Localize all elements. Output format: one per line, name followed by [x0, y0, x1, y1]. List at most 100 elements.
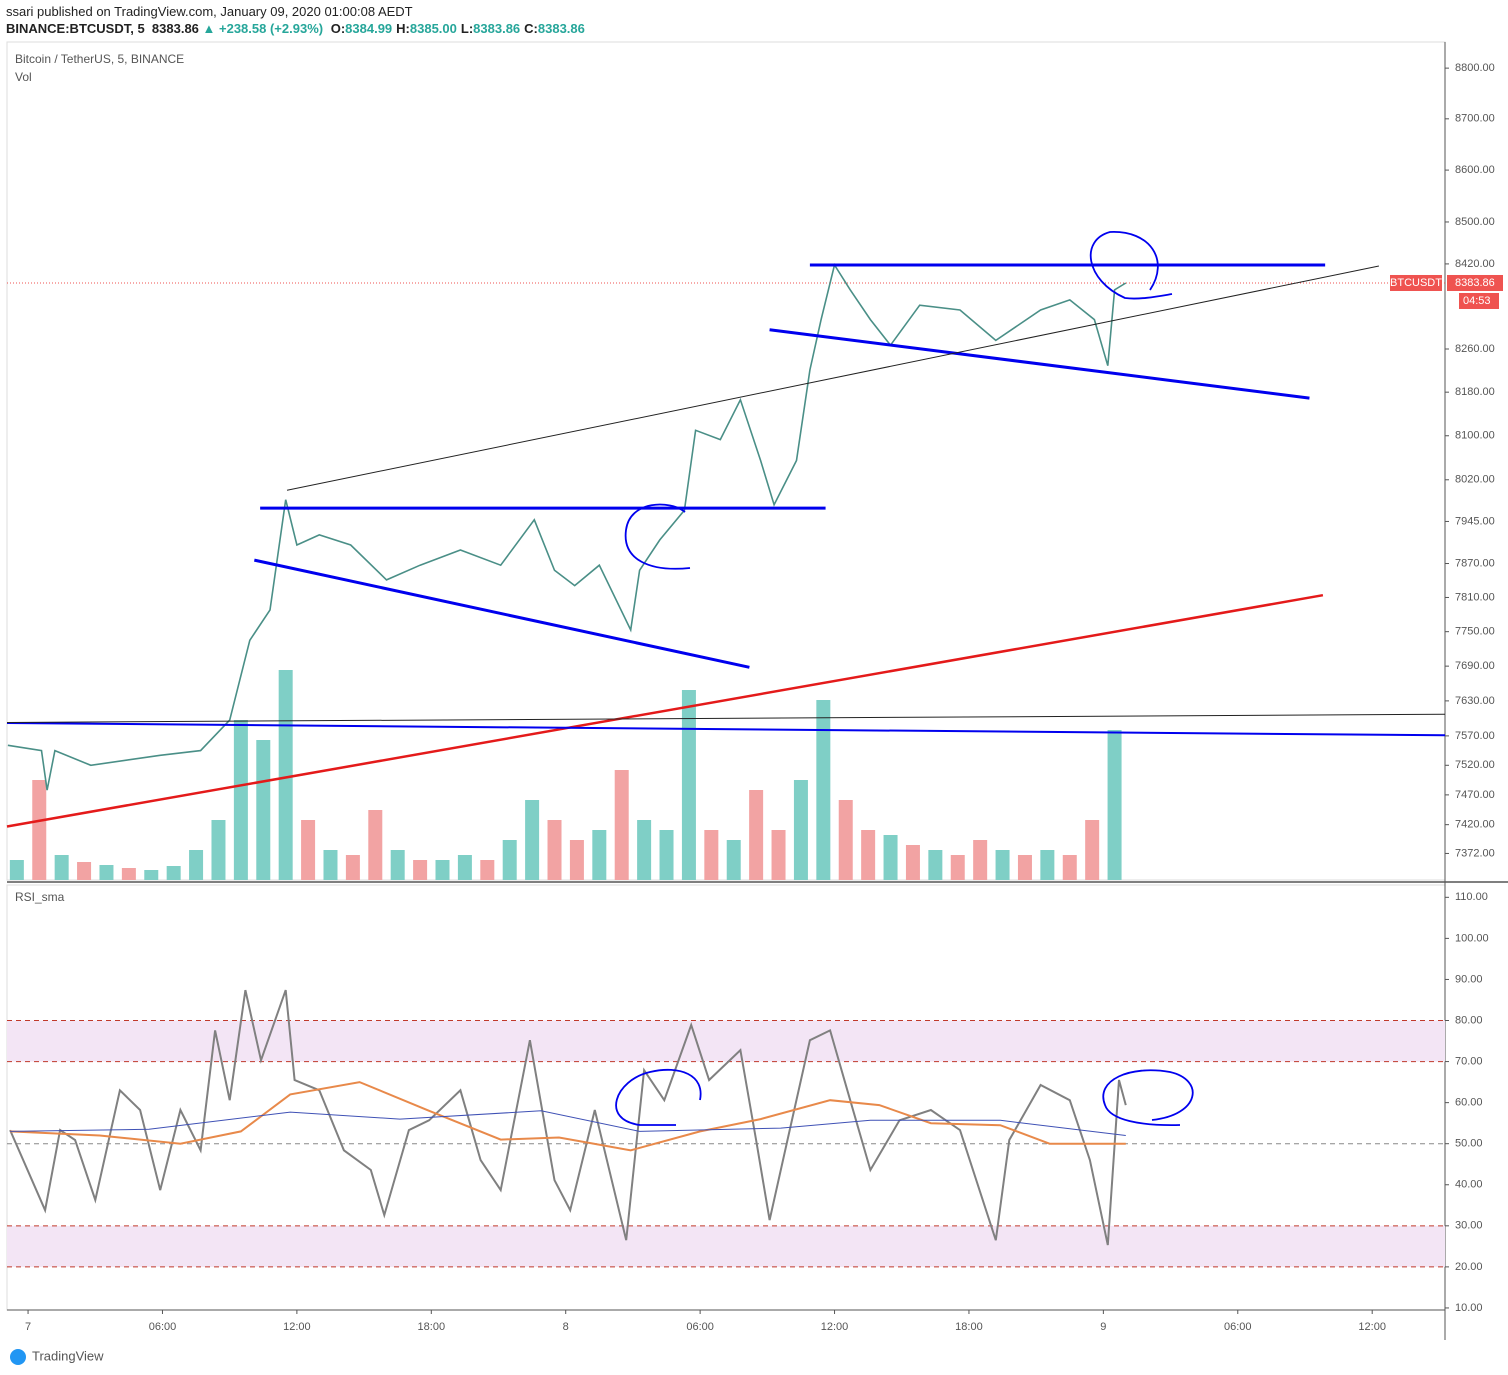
volume-bar: [547, 820, 562, 880]
ohlc-label: O:: [330, 21, 346, 36]
volume-bar: [681, 690, 696, 880]
trend-line: [6, 593, 1324, 828]
y-tick-label: 7570.00: [1455, 730, 1495, 742]
pane-title: Bitcoin / TetherUS, 5, BINANCE: [15, 52, 184, 66]
volume-bar: [950, 855, 965, 880]
volume-bar: [749, 790, 764, 880]
trend-line: [254, 558, 750, 669]
ohlc: O:8384.99 H:8385.00 L:8383.86 C:8383.86: [327, 21, 585, 36]
y-tick-label: 100.00: [1455, 932, 1489, 944]
y-tick-label: 50.00: [1455, 1138, 1483, 1150]
last-label: BTCUSDT: [1390, 277, 1442, 289]
x-tick-label: 12:00: [821, 1321, 849, 1333]
y-tick-label: 8020.00: [1455, 474, 1495, 486]
y-tick-label: 8100.00: [1455, 430, 1495, 442]
y-tick-label: 7470.00: [1455, 789, 1495, 801]
volume-bar: [1062, 855, 1077, 880]
volume-bar: [771, 830, 786, 880]
x-tick-label: 8: [563, 1321, 569, 1333]
volume-bar: [1040, 850, 1055, 880]
volume-bar: [614, 770, 629, 880]
volume-bar: [301, 820, 316, 880]
volume-bar: [502, 840, 517, 880]
symbol: BINANCE:BTCUSDT, 5: [6, 21, 145, 36]
y-tick-label: 90.00: [1455, 973, 1483, 985]
y-tick-label: 7870.00: [1455, 557, 1495, 569]
volume-bar: [569, 840, 584, 880]
volume-bar: [1017, 855, 1032, 880]
publisher-line: ssari published on TradingView.com, Janu…: [6, 4, 413, 19]
volume-bar: [32, 780, 47, 880]
volume-bar: [883, 835, 898, 880]
volume-bar: [166, 866, 181, 880]
ohlc-value: 8383.86: [537, 21, 585, 36]
ohlc-value: 8384.99: [345, 21, 393, 36]
x-tick-label: 06:00: [1224, 1321, 1252, 1333]
annotation-circle: [1089, 231, 1173, 300]
volume-bar: [928, 850, 943, 880]
price-pane: [6, 41, 1446, 881]
y-tick-label: 7750.00: [1455, 626, 1495, 638]
volume-bar: [726, 840, 741, 880]
volume-bar: [345, 855, 360, 880]
y-tick-label: 7420.00: [1455, 819, 1495, 831]
y-tick-label: 60.00: [1455, 1097, 1483, 1109]
volume-bar: [54, 855, 69, 880]
x-tick-label: 12:00: [1358, 1321, 1386, 1333]
y-tick-label: 20.00: [1455, 1261, 1483, 1273]
y-tick-label: 7690.00: [1455, 660, 1495, 672]
volume-bar: [368, 810, 383, 880]
y-tick-label: 7372.00: [1455, 847, 1495, 859]
x-tick-label: 18:00: [418, 1321, 446, 1333]
annotation-circle: [624, 503, 691, 570]
y-tick-label: 80.00: [1455, 1014, 1483, 1026]
countdown: 04:53: [1463, 295, 1491, 307]
y-tick-label: 40.00: [1455, 1179, 1483, 1191]
ohlc-value: 8385.00: [409, 21, 457, 36]
trend-line: [769, 328, 1310, 400]
volume-bar: [1107, 730, 1122, 880]
x-tick-label: 9: [1100, 1321, 1106, 1333]
volume-bar: [278, 670, 293, 880]
volume-bar: [390, 850, 405, 880]
price-line: [7, 262, 1127, 791]
y-tick-label: 7630.00: [1455, 695, 1495, 707]
y-tick-label: 10.00: [1455, 1302, 1483, 1314]
rsi-band: [7, 1020, 1445, 1062]
volume-bar: [211, 820, 226, 880]
ohlc-label: H:: [396, 21, 410, 36]
brand: TradingView: [32, 1348, 104, 1363]
last-label-box: [1390, 274, 1442, 291]
volume-bar: [256, 740, 271, 880]
x-tick-label: 06:00: [686, 1321, 714, 1333]
y-tick-label: 30.00: [1455, 1220, 1483, 1232]
volume-bar: [457, 855, 472, 880]
volume-bar: [189, 850, 204, 880]
logo: [10, 1349, 26, 1365]
symbol-line: BINANCE:BTCUSDT, 5 8383.86 ▲ +238.58 (+2…: [6, 21, 585, 36]
volume-bar: [525, 800, 540, 880]
volume-bar: [413, 860, 428, 880]
y-tick-label: 8600.00: [1455, 164, 1495, 176]
volume-bar: [77, 862, 92, 880]
volume-bar: [435, 860, 450, 880]
annotation-circle: [1102, 1069, 1194, 1126]
annotation-circle: [615, 1068, 702, 1126]
last: 8383.86: [151, 21, 199, 36]
volume-label: Vol: [15, 70, 32, 84]
volume-bar: [99, 865, 114, 880]
y-tick-label: 7520.00: [1455, 759, 1495, 771]
volume-bar: [233, 720, 248, 880]
last-price-box: [1447, 274, 1503, 291]
volume-bar: [861, 830, 876, 880]
y-tick-label: 7945.00: [1455, 515, 1495, 527]
y-tick-label: 7810.00: [1455, 591, 1495, 603]
volume-bar: [637, 820, 652, 880]
y-tick-label: 8260.00: [1455, 343, 1495, 355]
change: ▲ +238.58 (+2.93%): [202, 21, 324, 36]
ohlc-value: 8383.86: [473, 21, 521, 36]
volume-bar: [480, 860, 495, 880]
volume-bar: [323, 850, 338, 880]
rsi-line: [9, 989, 1127, 1246]
